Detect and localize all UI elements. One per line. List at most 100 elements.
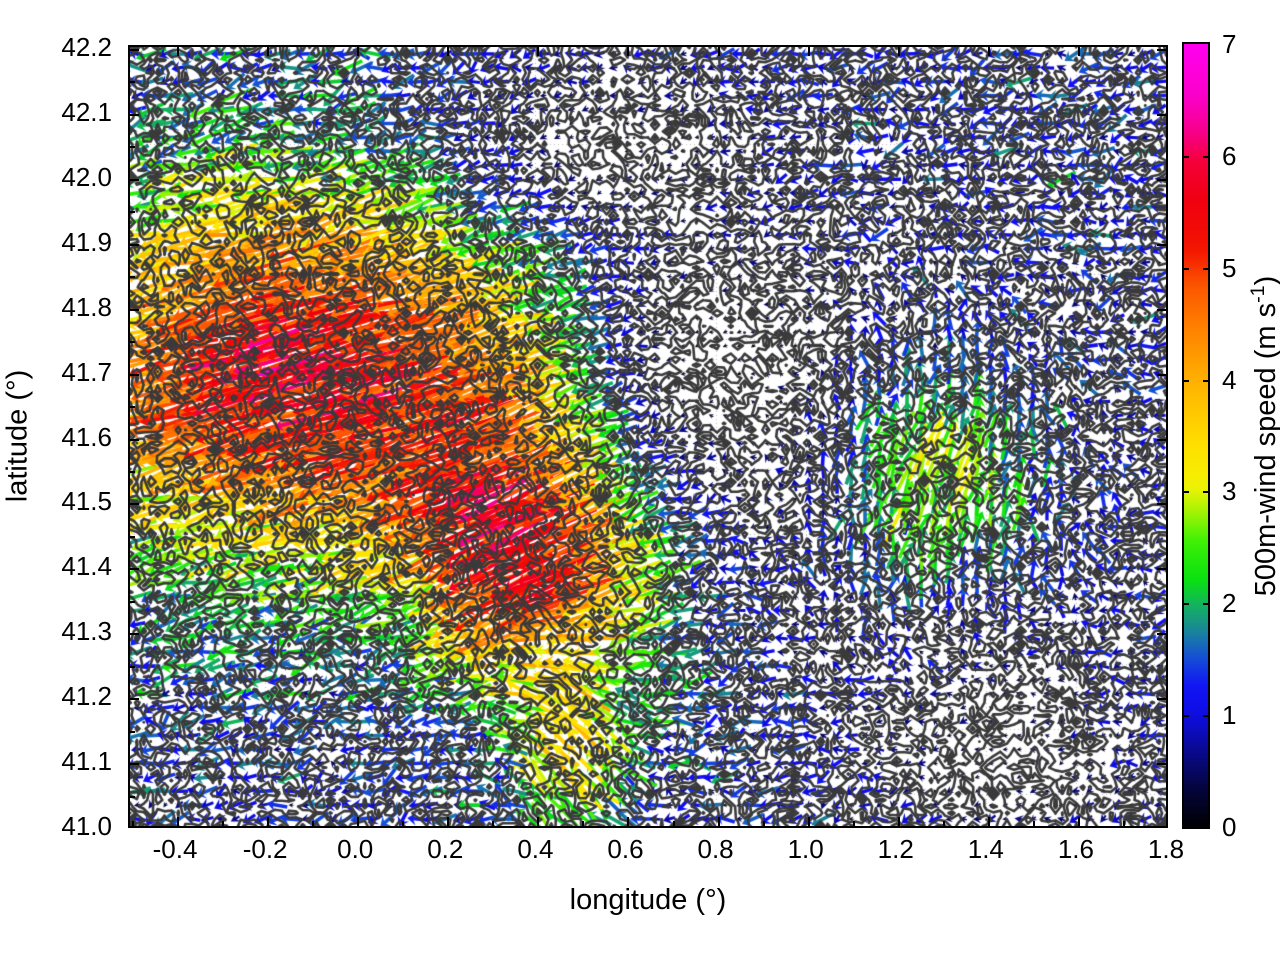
x-axis-title: longitude (°)	[569, 884, 727, 916]
plot-area[interactable]	[128, 45, 1168, 828]
colorbar-title-tail: )	[1249, 275, 1280, 286]
y-tick	[130, 49, 139, 51]
colorbar-tick	[1182, 155, 1189, 158]
x-tick-label: 0.0	[337, 834, 374, 864]
y-tick-label: 41.1	[61, 746, 112, 777]
y-tick-right	[1157, 633, 1166, 636]
y-tick	[130, 698, 139, 701]
x-tick-label: 0.4	[517, 834, 554, 864]
y-tick-minor	[130, 470, 135, 473]
colorbar-tick-label: 7	[1222, 29, 1237, 59]
x-tick	[447, 817, 450, 826]
y-tick-label: 41.5	[61, 486, 112, 517]
x-tick-top	[177, 47, 180, 56]
x-tick-label: 0.8	[697, 834, 734, 864]
colorbar-tick-label: 6	[1222, 140, 1237, 171]
colorbar-frame	[1182, 42, 1210, 829]
x-tick-top	[627, 47, 630, 56]
y-tick-label: 42.0	[61, 161, 112, 192]
x-tick-top	[357, 47, 360, 56]
colorbar-tick	[1203, 715, 1210, 718]
y-tick	[130, 763, 139, 766]
x-tick-minor	[1032, 821, 1035, 826]
x-tick-top	[267, 47, 270, 56]
colorbar-tick	[1203, 267, 1210, 270]
y-tick-minor	[130, 535, 135, 538]
y-tick-label: 41.3	[61, 616, 112, 647]
x-tick	[807, 817, 810, 826]
x-tick-minor	[762, 821, 765, 826]
x-tick-minor	[582, 821, 585, 826]
x-tick-minor	[222, 821, 225, 826]
x-tick	[537, 817, 540, 826]
x-tick-top	[807, 47, 810, 56]
colorbar-title-exponent: -1	[1247, 285, 1270, 303]
x-tick-minor	[492, 821, 495, 826]
colorbar-tick-label: 2	[1222, 588, 1237, 619]
colorbar-tick-label: 3	[1222, 476, 1237, 507]
x-tick	[267, 817, 270, 826]
colorbar-tick-label: 0	[1222, 812, 1237, 842]
y-tick-label: 42.2	[61, 32, 112, 62]
y-tick-right	[1157, 308, 1166, 311]
x-tick-label: 0.2	[427, 834, 464, 864]
x-tick-label: 1.4	[967, 834, 1004, 864]
y-tick	[130, 568, 139, 571]
colorbar-tick	[1182, 715, 1189, 718]
x-tick-label: 0.6	[607, 834, 644, 864]
x-tick-minor	[132, 821, 134, 826]
x-tick-label: -0.2	[242, 834, 288, 864]
y-tick-label: 41.2	[61, 681, 112, 712]
y-tick	[130, 373, 139, 376]
y-tick	[130, 438, 139, 441]
x-tick-label: 1.8	[1147, 834, 1185, 864]
x-tick	[897, 817, 900, 826]
x-tick-top	[897, 47, 900, 56]
colorbar-tick-label: 5	[1222, 252, 1237, 283]
y-axis-title: latitude (°)	[1, 369, 34, 503]
y-tick-label: 42.1	[61, 96, 112, 127]
y-tick	[130, 503, 139, 506]
colorbar-title: 500m-wind speed (m s-1)	[1247, 276, 1280, 597]
y-tick-minor	[130, 146, 135, 149]
x-tick-label: 1.0	[787, 834, 824, 864]
colorbar-tick	[1182, 267, 1189, 270]
x-tick	[627, 817, 630, 826]
x-tick-top	[537, 47, 540, 56]
x-tick-label: 1.2	[877, 834, 914, 864]
x-tick-top	[447, 47, 450, 56]
y-tick-right	[1157, 503, 1166, 506]
x-tick-minor	[312, 821, 315, 826]
x-tick-top	[987, 47, 990, 56]
colorbar-tick	[1203, 491, 1210, 494]
y-tick-label: 41.7	[61, 356, 112, 387]
colorbar[interactable]	[1182, 42, 1210, 829]
y-tick-minor	[130, 341, 135, 344]
y-tick-right	[1157, 568, 1166, 571]
x-tick-label: 1.6	[1057, 834, 1094, 864]
colorbar-tick	[1203, 603, 1210, 606]
colorbar-tick	[1203, 155, 1210, 158]
y-tick-label: 41.0	[61, 811, 112, 841]
y-tick-minor	[130, 406, 135, 409]
colorbar-title-main: 500m-wind speed (m s	[1249, 302, 1280, 597]
x-tick-label: -0.4	[152, 834, 198, 864]
colorbar-tick-label: 4	[1222, 364, 1237, 395]
colorbar-tick	[1182, 379, 1189, 382]
y-tick-right	[1157, 243, 1166, 246]
y-tick-right	[1157, 373, 1166, 376]
y-tick-right	[1157, 178, 1166, 181]
y-tick-right	[1157, 113, 1166, 116]
plot-inner	[130, 47, 1166, 826]
y-tick-right	[1157, 438, 1166, 441]
y-tick-label: 41.6	[61, 421, 112, 452]
y-tick-minor	[130, 81, 135, 84]
x-tick-minor	[942, 821, 945, 826]
x-tick-minor	[1122, 821, 1125, 826]
y-tick	[130, 308, 139, 311]
x-tick	[177, 817, 180, 826]
y-tick-minor	[130, 211, 135, 214]
colorbar-tick	[1182, 491, 1189, 494]
y-tick	[130, 633, 139, 636]
